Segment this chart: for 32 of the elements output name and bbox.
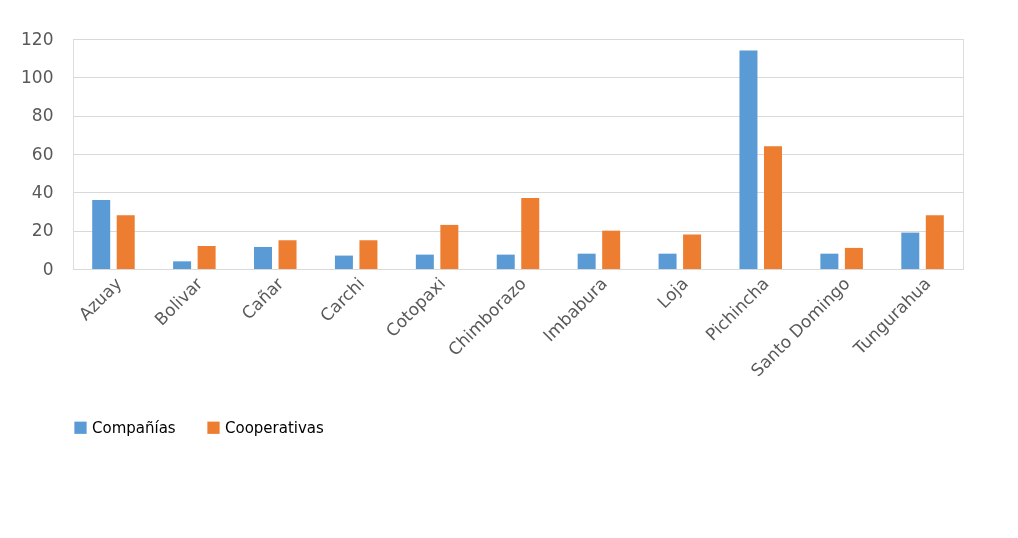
- bar: [683, 234, 702, 269]
- y-tick-label: 60: [31, 143, 54, 164]
- y-tick-label: 80: [31, 105, 54, 126]
- bar: [739, 50, 758, 269]
- bar: [521, 198, 540, 269]
- bar: [844, 247, 863, 269]
- bar: [496, 254, 515, 269]
- bar: [925, 215, 944, 269]
- bar: [658, 253, 677, 269]
- bar: [440, 224, 459, 269]
- legend-label: Cooperativas: [225, 418, 325, 437]
- legend-label: Compañías: [92, 418, 176, 437]
- bar: [92, 200, 111, 269]
- y-tick-label: 0: [42, 258, 54, 279]
- bar: [602, 230, 621, 269]
- x-tick-label: Loja: [653, 273, 692, 313]
- y-tick-label: 100: [21, 66, 54, 87]
- bar: [820, 253, 839, 269]
- y-tick-label: 120: [21, 28, 54, 49]
- bar: [334, 255, 353, 269]
- bar: [173, 261, 192, 269]
- bar: [415, 254, 434, 269]
- bar: [901, 232, 920, 269]
- bar: [116, 215, 135, 269]
- bar: [577, 253, 596, 269]
- bar: [197, 246, 216, 269]
- bar: [278, 240, 297, 269]
- bar: [359, 240, 378, 269]
- y-tick-label: 20: [31, 220, 54, 241]
- bar: [763, 146, 782, 269]
- bar: [254, 246, 273, 269]
- y-tick-label: 40: [31, 181, 54, 202]
